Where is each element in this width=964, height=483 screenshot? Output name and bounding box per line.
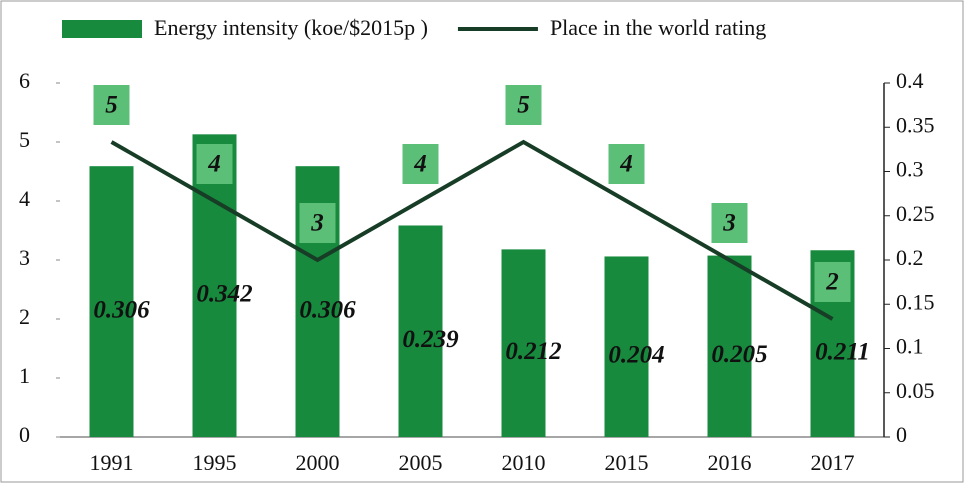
y2-tick-label: 0.25: [896, 201, 935, 226]
data-label-box: [196, 144, 233, 184]
x-tick-label: 2000: [296, 450, 340, 475]
x-tick-label: 2010: [502, 450, 546, 475]
data-label: 0.204: [608, 341, 664, 368]
bar: [501, 249, 546, 437]
data-label: 0.239: [402, 326, 459, 353]
data-label: 0.212: [505, 338, 561, 365]
y2-tick-label: 0: [896, 422, 907, 447]
y-tick-label: 3: [19, 245, 30, 270]
data-label-box: [93, 85, 130, 125]
data-label: 4: [207, 151, 221, 178]
x-tick-label: 2017: [811, 450, 855, 475]
y2-tick-label: 0.35: [896, 112, 935, 137]
bar: [604, 256, 649, 437]
y-tick-label: 4: [19, 186, 30, 211]
data-label: 2: [825, 269, 839, 296]
data-label: 3: [722, 210, 736, 237]
data-label-box: [814, 262, 851, 302]
data-label: 0.342: [196, 280, 252, 307]
line: [110, 139, 834, 321]
data-label-box: [608, 144, 645, 184]
y-tick-label: 6: [19, 68, 30, 93]
data-label: 3: [310, 210, 324, 237]
bar: [89, 166, 134, 437]
y-tick-label: 0: [19, 422, 30, 447]
x-tick-label: 2016: [708, 450, 752, 475]
data-label: 0.306: [299, 296, 356, 323]
legend-swatch: [62, 20, 142, 38]
data-label: 5: [517, 92, 530, 119]
data-label-box: [505, 85, 542, 125]
y-tick-label: 2: [19, 304, 30, 329]
y2-tick-label: 0.05: [896, 378, 935, 403]
y2-tick-label: 0.3: [896, 157, 924, 182]
y2-tick-label: 0.15: [896, 289, 935, 314]
x-tick-label: 2005: [399, 450, 443, 475]
y2-tick-label: 0.1: [896, 334, 924, 359]
y-tick-label: 5: [19, 127, 30, 152]
legend-label: Place in the world rating: [550, 15, 766, 40]
data-label: 4: [619, 151, 633, 178]
bar: [192, 134, 237, 437]
y-tick-label: 1: [19, 363, 30, 388]
x-tick-label: 2015: [605, 450, 649, 475]
x-tick-label: 1991: [90, 450, 134, 475]
legend-label: Energy intensity (koe/$2015p ): [154, 15, 428, 40]
y2-tick-label: 0.2: [896, 245, 924, 270]
y2-tick-label: 0.4: [896, 68, 924, 93]
data-label: 5: [105, 92, 118, 119]
x-tick-label: 1995: [193, 450, 237, 475]
data-label-box: [299, 203, 336, 243]
data-label-box: [711, 203, 748, 243]
bar: [707, 255, 752, 437]
data-label: 4: [413, 151, 427, 178]
bar: [398, 225, 443, 437]
data-label: 0.211: [815, 338, 870, 365]
data-label: 0.306: [93, 296, 150, 323]
data-label-box: [402, 144, 439, 184]
data-label: 0.205: [711, 341, 767, 368]
